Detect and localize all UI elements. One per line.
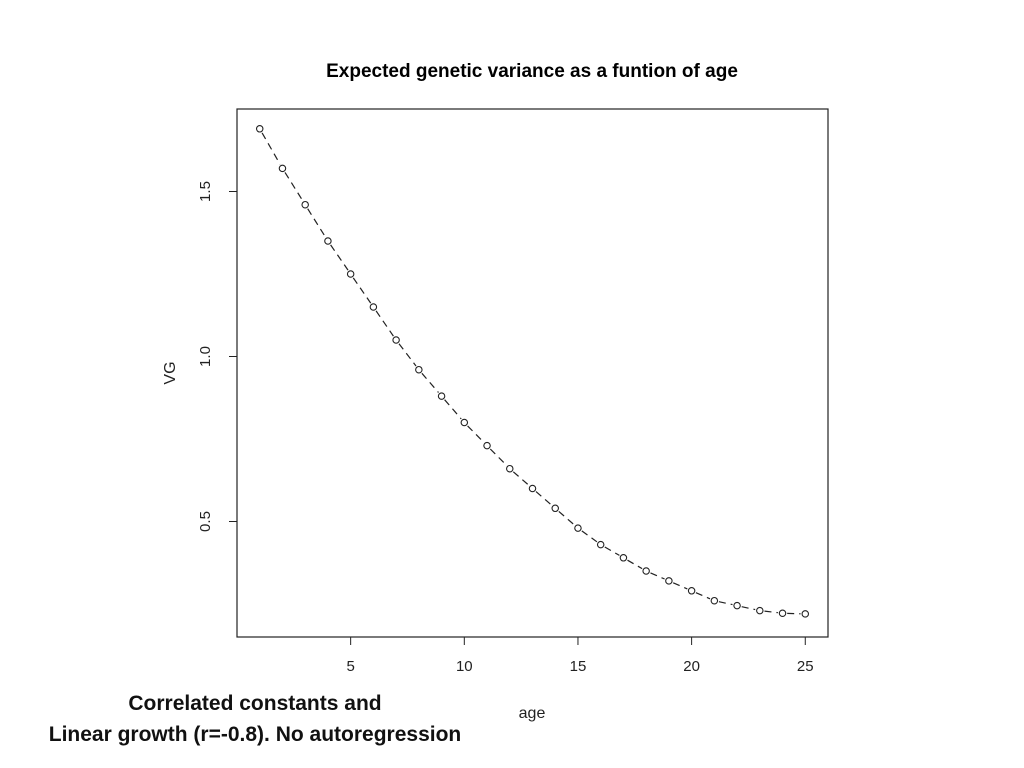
data-point xyxy=(506,464,514,473)
data-point xyxy=(255,125,264,133)
data-point xyxy=(437,392,446,400)
data-point xyxy=(619,554,628,562)
data-point xyxy=(733,601,741,610)
x-tick-label: 5 xyxy=(346,658,354,675)
x-axis-label: age xyxy=(519,705,546,722)
data-point xyxy=(369,303,378,311)
data-point xyxy=(392,336,400,344)
data-point xyxy=(596,540,605,549)
x-tick-label: 20 xyxy=(683,658,700,675)
data-point xyxy=(483,441,491,450)
y-axis: 0.5 1.0 1.5 xyxy=(197,181,238,532)
data-point xyxy=(642,567,650,575)
data-point xyxy=(415,365,423,374)
data-point xyxy=(574,524,582,532)
x-axis: 5 10 15 20 25 xyxy=(346,636,814,675)
y-tick-label: 1.0 xyxy=(197,346,214,367)
x-tick-label: 25 xyxy=(797,658,814,675)
series-line xyxy=(261,132,801,615)
data-point xyxy=(460,418,469,427)
data-point xyxy=(778,609,787,617)
x-tick-label: 10 xyxy=(456,658,473,675)
data-point xyxy=(710,596,719,605)
caption-line-2: Linear growth (r=-0.8). No autoregressio… xyxy=(48,723,462,746)
data-point xyxy=(687,587,696,595)
data-point xyxy=(756,606,764,615)
data-point xyxy=(301,200,309,209)
data-points xyxy=(255,125,810,618)
data-point xyxy=(278,164,287,173)
data-point xyxy=(551,504,559,513)
data-point xyxy=(528,484,537,493)
x-tick-label: 15 xyxy=(570,658,587,675)
y-tick-label: 0.5 xyxy=(197,511,214,532)
slide-caption: Correlated constants and Linear growth (… xyxy=(20,688,490,750)
data-point xyxy=(324,237,332,245)
data-point xyxy=(801,610,810,618)
data-point xyxy=(346,270,355,278)
caption-line-1: Correlated constants and xyxy=(128,692,382,715)
y-tick-label: 1.5 xyxy=(197,181,214,202)
data-point xyxy=(665,577,673,585)
chart-title: Expected genetic variance as a funtion o… xyxy=(326,61,738,82)
y-axis-label: VG xyxy=(162,361,179,384)
plot-frame xyxy=(236,108,829,638)
